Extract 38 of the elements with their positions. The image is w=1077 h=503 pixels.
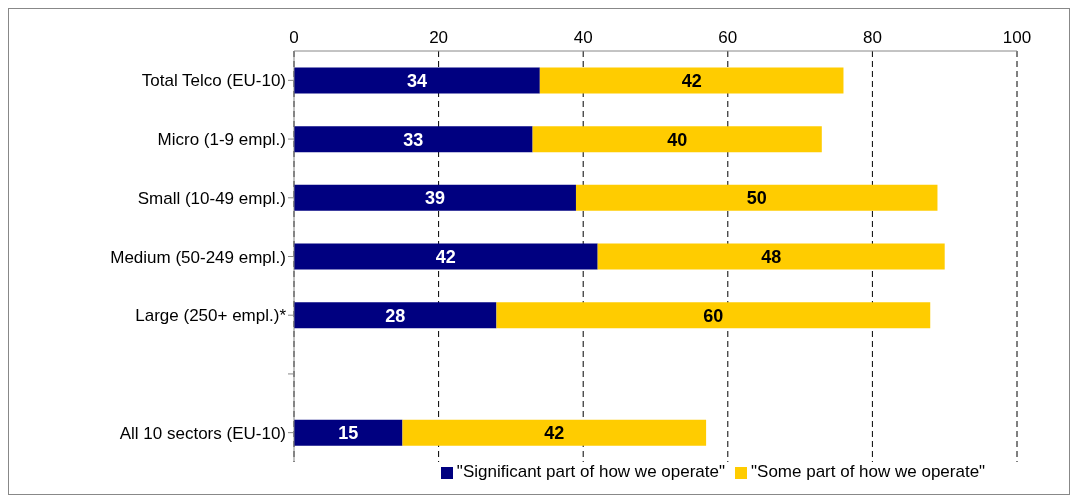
y-tick-label: Large (250+ empl.)* bbox=[135, 306, 287, 326]
x-tick-label: 20 bbox=[429, 28, 449, 47]
y-tick-label: Micro (1-9 empl.) bbox=[157, 130, 286, 150]
data-label: 28 bbox=[385, 305, 406, 326]
legend-label: "Some part of how we operate" bbox=[751, 462, 986, 481]
data-label: 39 bbox=[424, 188, 445, 209]
bar bbox=[294, 243, 598, 270]
data-label: 15 bbox=[338, 423, 359, 444]
bar bbox=[294, 184, 576, 211]
data-label: 33 bbox=[403, 129, 424, 150]
bar bbox=[532, 126, 822, 153]
bar bbox=[402, 419, 707, 446]
data-label: 40 bbox=[667, 129, 688, 150]
data-label: 50 bbox=[746, 188, 767, 209]
bar bbox=[539, 67, 844, 94]
data-label: 48 bbox=[761, 246, 782, 267]
bar bbox=[294, 302, 497, 329]
y-tick-label: Total Telco (EU-10) bbox=[141, 71, 286, 91]
data-label: 42 bbox=[681, 70, 702, 91]
y-tick-label: All 10 sectors (EU-10) bbox=[119, 423, 286, 443]
y-tick-label: Small (10-49 empl.) bbox=[137, 188, 286, 208]
data-label: 42 bbox=[435, 246, 456, 267]
legend-label: "Significant part of how we operate" bbox=[456, 462, 726, 481]
data-label: 42 bbox=[544, 423, 565, 444]
x-tick-label: 100 bbox=[1002, 28, 1032, 47]
data-label: 60 bbox=[703, 305, 724, 326]
y-tick-label: Medium (50-249 empl.) bbox=[110, 247, 286, 267]
x-tick-label: 0 bbox=[289, 28, 299, 47]
bar bbox=[597, 243, 945, 270]
bar bbox=[294, 126, 533, 153]
data-label: 34 bbox=[406, 70, 427, 91]
x-tick-label: 60 bbox=[718, 28, 738, 47]
bar bbox=[294, 419, 403, 446]
bar bbox=[496, 302, 931, 329]
x-tick-label: 80 bbox=[862, 28, 882, 47]
x-tick-label: 40 bbox=[573, 28, 593, 47]
bar bbox=[294, 67, 540, 94]
bar bbox=[575, 184, 938, 211]
